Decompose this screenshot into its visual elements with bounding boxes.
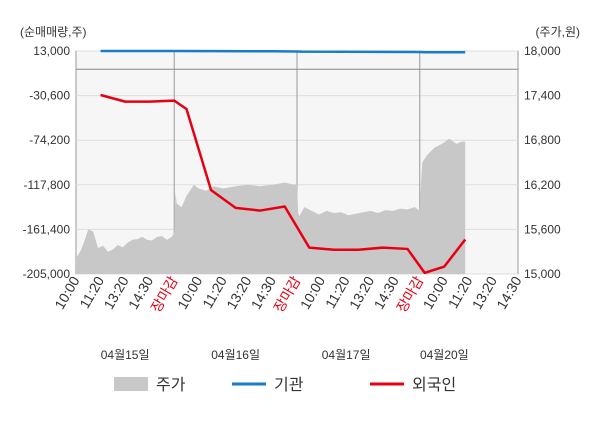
legend-label-외국인: 외국인 xyxy=(412,376,456,394)
y-right-tick-label: 18,000 xyxy=(524,44,561,58)
series-line-기관 xyxy=(100,49,466,54)
y-left-tick-label: -30,600 xyxy=(29,89,70,103)
y-right-tick-label: 15,000 xyxy=(524,267,561,281)
y-right-tick-label: 16,200 xyxy=(524,178,561,192)
y-left-tick-label: -74,200 xyxy=(29,133,70,147)
date-label: 04월15일 xyxy=(101,348,150,362)
legend-label-주가: 주가 xyxy=(156,376,186,394)
y-left-tick-label: 13,000 xyxy=(33,44,70,58)
date-label: 04월20일 xyxy=(420,348,469,362)
y-left-tick-label: -161,400 xyxy=(23,222,71,236)
y-right-tick-label: 17,400 xyxy=(524,89,561,103)
y-left-tick-label: -117,800 xyxy=(24,178,71,192)
date-label: 04월16일 xyxy=(211,348,260,362)
legend-swatch-주가 xyxy=(114,377,148,391)
date-label: 04월17일 xyxy=(322,348,371,362)
y-right-tick-label: 15,600 xyxy=(524,222,561,236)
y-right-unit-label: (주가,원) xyxy=(536,25,580,39)
price-area-layer xyxy=(76,138,466,274)
x-tick-label: 10:00 xyxy=(420,273,451,312)
y-right-tick-label: 16,800 xyxy=(524,133,561,147)
x-tick-label: 10:00 xyxy=(174,273,205,312)
series-line-외국인 xyxy=(100,93,467,275)
series-area-주가 xyxy=(76,138,466,274)
y-left-tick-label: -205,000 xyxy=(23,267,71,281)
legend-label-기관: 기관 xyxy=(274,376,304,394)
line-series-layer xyxy=(100,49,467,275)
legend-layer: 주가 기관 외국인 xyxy=(114,376,456,394)
x-tick-label: 14:30 xyxy=(493,273,524,312)
y-left-unit-label: (순매매량,주) xyxy=(20,25,87,39)
x-tick-label: 10:00 xyxy=(297,273,328,312)
